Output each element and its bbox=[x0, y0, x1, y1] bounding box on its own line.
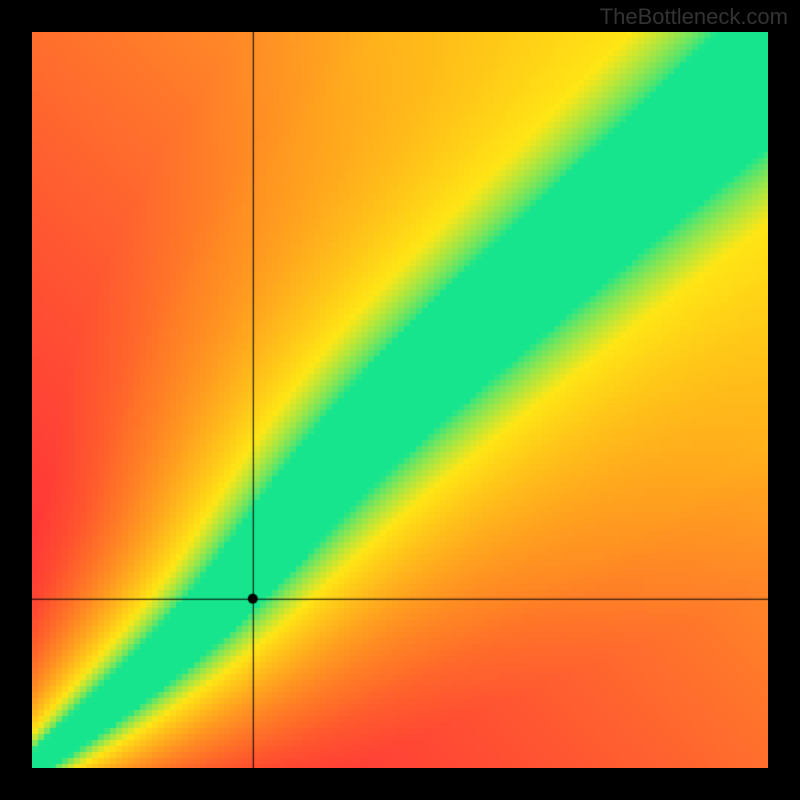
frame-left bbox=[0, 0, 32, 800]
chart-container: { "attribution_text": "TheBottleneck.com… bbox=[0, 0, 800, 800]
frame-bottom bbox=[0, 768, 800, 800]
bottleneck-heatmap bbox=[32, 32, 768, 768]
frame-right bbox=[768, 0, 800, 800]
attribution-text: TheBottleneck.com bbox=[600, 4, 788, 30]
